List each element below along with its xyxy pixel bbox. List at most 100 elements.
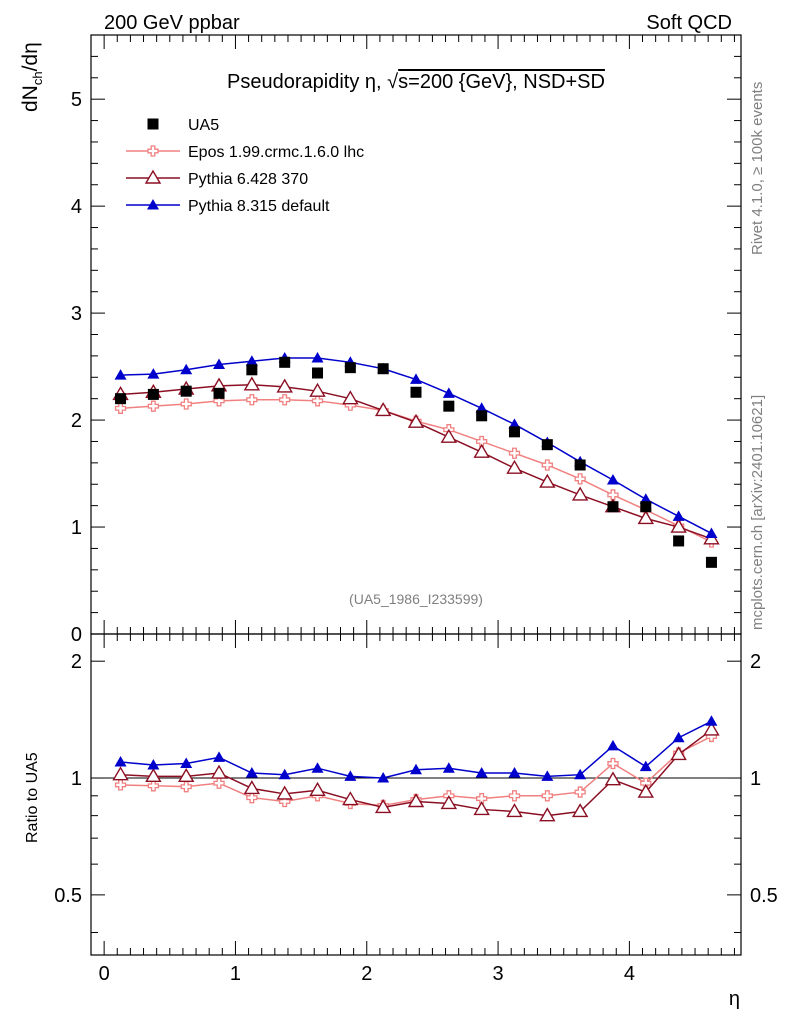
- series-2-ratio-point: [541, 770, 554, 781]
- series-2-line: [120, 357, 712, 535]
- title-energy: s=200 {GeV}, NSD+SD: [398, 71, 605, 93]
- ratio-plot-frame: [90, 633, 742, 956]
- legend-label: UA5: [188, 117, 219, 134]
- series-1-point: [374, 402, 392, 417]
- data-point: [508, 426, 520, 438]
- x-tick-label: 0: [99, 963, 110, 985]
- title-pre: Pseudorapidity: [227, 71, 365, 93]
- series-0-ratio-point: [541, 790, 553, 802]
- series-1-ratio-point: [276, 785, 293, 800]
- x-axis-label: η: [729, 988, 740, 1010]
- data-point: [410, 386, 422, 398]
- data-point: [344, 362, 356, 374]
- series-2-point: [442, 387, 455, 398]
- y-tick-label: 4: [71, 196, 82, 218]
- series-2-ratio-point: [311, 762, 324, 773]
- series-2-point: [705, 527, 718, 538]
- series-1-ratio-point: [374, 799, 392, 814]
- series-2-ratio-point: [410, 763, 422, 775]
- legend-marker: [147, 199, 159, 210]
- data-point: [312, 367, 324, 379]
- series-0-ratio-point: [508, 790, 521, 802]
- data-point: [279, 356, 291, 368]
- series-0-point: [476, 435, 488, 448]
- series-1-point: [637, 510, 655, 525]
- series-2-point: [508, 418, 521, 429]
- rivet-label: Rivet 4.1.0, ≥ 100k events: [749, 82, 766, 255]
- data-point: [377, 363, 389, 375]
- data-point: [705, 556, 717, 568]
- title-eta: η: [365, 71, 376, 93]
- series-1-point: [407, 413, 425, 428]
- series-2-ratio-point: [147, 759, 160, 770]
- series-1-point: [571, 486, 589, 501]
- series-1-ratio-point: [604, 771, 622, 786]
- series-1-point: [276, 378, 293, 393]
- data-point: [541, 439, 553, 451]
- header-right: Soft QCD: [646, 12, 732, 34]
- series-2-point: [245, 355, 258, 366]
- series-2-ratio-point: [442, 762, 455, 773]
- ylabel-rest: /dη: [19, 42, 42, 71]
- series-1-ratio-point: [342, 791, 359, 806]
- data-point: [607, 501, 619, 513]
- series-1-point: [670, 518, 687, 533]
- series-1-point: [342, 390, 359, 405]
- data-point: [180, 385, 192, 397]
- x-tick-label: 3: [493, 963, 504, 985]
- series-1-point: [506, 459, 523, 474]
- series-0-ratio-point: [279, 795, 291, 808]
- series-0-ratio-point: [246, 792, 258, 804]
- ratio-y-tick-label: 2: [71, 651, 82, 673]
- series-1-ratio-point: [309, 781, 326, 796]
- ratio-y-tick-label-right: 1: [750, 768, 761, 790]
- series-0-point: [114, 402, 127, 414]
- series-2-ratio-point: [213, 751, 226, 762]
- title-sqrt: √: [387, 71, 398, 93]
- data-point: [213, 387, 225, 399]
- y-axis-label: dNch/dη: [19, 42, 45, 112]
- data-point: [476, 410, 488, 422]
- series-2-point: [147, 368, 160, 379]
- legend-marker: [147, 145, 159, 157]
- ylabel-sub: ch: [30, 71, 45, 85]
- series-2-ratio-point: [639, 760, 652, 772]
- x-tick-labels: 0 1 2 3 4: [99, 963, 635, 985]
- series-0-point: [508, 447, 521, 459]
- ylabel-main: dN: [19, 85, 42, 112]
- series-1-point: [440, 428, 458, 443]
- series-2-ratio-point: [672, 731, 685, 743]
- series-2-ratio-point: [574, 768, 587, 780]
- series-1-ratio-point: [703, 721, 720, 736]
- series-2-point: [410, 373, 422, 384]
- series-2-ratio-point: [180, 757, 193, 769]
- x-tick-label: 4: [624, 963, 635, 985]
- series-1-point: [243, 376, 261, 391]
- series-2-ratio-point: [606, 739, 619, 751]
- series-0-ratio-point: [476, 792, 488, 805]
- main-series: [112, 352, 720, 568]
- ratio-y-tick-label: 0.5: [54, 885, 82, 907]
- analysis-id: (UA5_1986_I233599): [349, 591, 483, 607]
- y-tick-label: 2: [71, 410, 82, 432]
- chart-title: Pseudorapidity η, √s=200 {GeV}, NSD+SD: [227, 71, 605, 93]
- series-1-ratio-point: [506, 803, 523, 818]
- y-tick-label: 0: [71, 624, 82, 646]
- series-0-ratio-point: [114, 779, 127, 791]
- series-0-point: [180, 398, 192, 410]
- series-0-point: [311, 395, 324, 407]
- series-2-point: [475, 402, 488, 413]
- y-tick-labels: 0 1 2 3 4 5: [71, 89, 82, 646]
- series-1-ratio-point: [112, 766, 129, 781]
- legend-label: Pythia 6.428 370: [188, 171, 308, 188]
- series-2-point: [213, 358, 226, 369]
- series-0-ratio-point: [213, 777, 225, 789]
- header-left: 200 GeV ppbar: [104, 12, 240, 34]
- x-tick-label: 1: [230, 963, 241, 985]
- series-0-point: [246, 394, 258, 406]
- series-2-ratio-point: [377, 772, 390, 783]
- series-2-ratio-point: [508, 767, 521, 778]
- data-point: [574, 459, 586, 471]
- series-1-ratio-point: [243, 780, 261, 795]
- mcplots-label: mcplots.cern.ch [arXiv:2401.10621]: [749, 395, 766, 630]
